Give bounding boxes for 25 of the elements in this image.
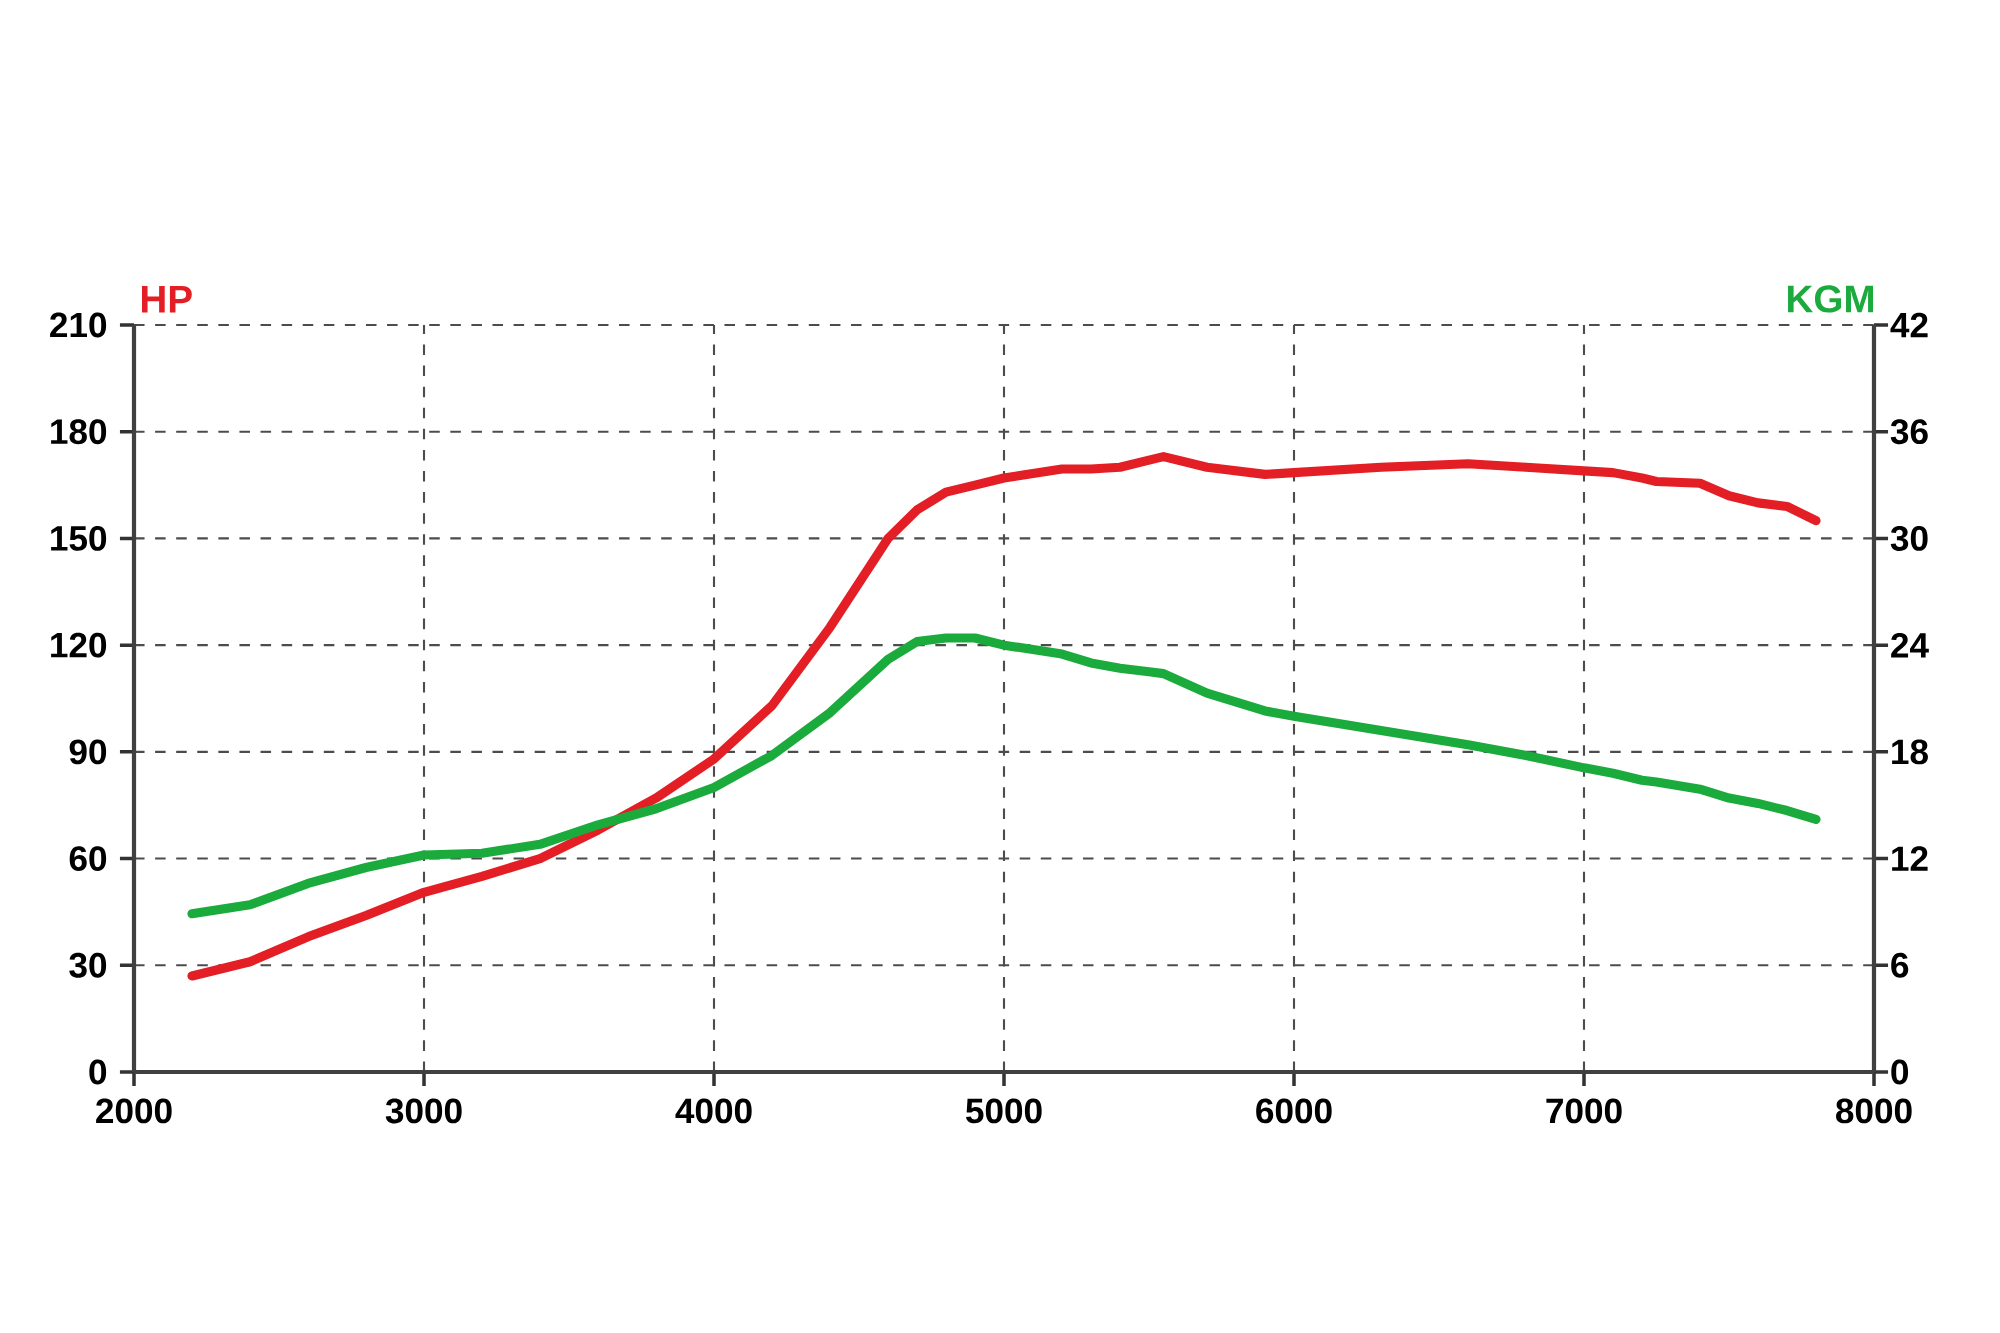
x-tick-label: 7000 [1546,1098,1622,1124]
y-tick-label: 90 [69,739,107,765]
y2-tick-label: 42 [1890,312,1928,338]
y2-tick-label: 0 [1891,1059,1909,1085]
y2-tick-label: 30 [1890,525,1928,551]
y2-tick-label: 24 [1891,632,1929,658]
y-tick-label: 60 [69,846,107,871]
y2-tick-label: 12 [1892,846,1928,871]
x-tick-label: 3000 [385,1098,462,1124]
y2-tick-label: 6 [1891,952,1909,978]
y-axis-title: HP [141,286,192,313]
x-tick-label: 8000 [1836,1098,1912,1124]
y-tick-label: 120 [51,632,107,658]
x-tick-label: 6000 [1256,1098,1332,1124]
y-tick-label: 30 [69,952,107,978]
x-tick-label: 5000 [966,1098,1042,1124]
y-tick-label: 210 [50,312,107,338]
y2-tick-label: 36 [1890,419,1928,445]
y-tick-label: 150 [51,526,107,551]
x-tick-label: 2000 [96,1098,172,1124]
x-tick-label: 4000 [675,1098,752,1124]
y-tick-label: 0 [89,1059,107,1085]
y-tick-label: 180 [51,419,107,445]
y2-tick-label: 18 [1892,739,1928,765]
y2-axis-title: KGM [1788,285,1874,313]
